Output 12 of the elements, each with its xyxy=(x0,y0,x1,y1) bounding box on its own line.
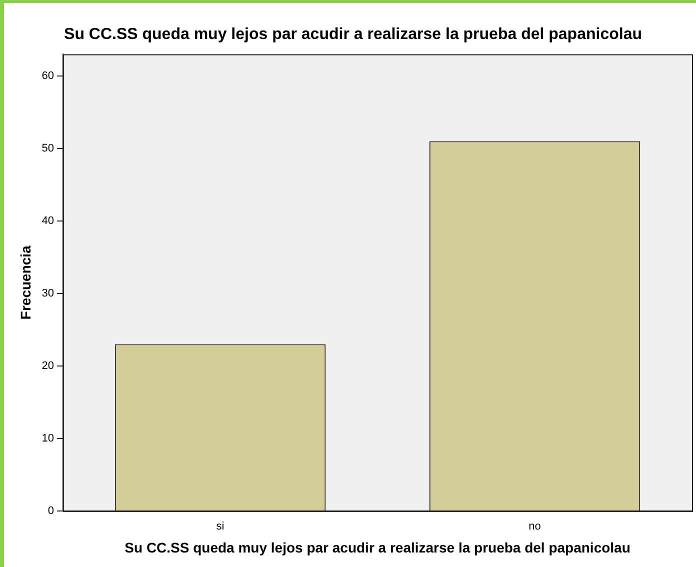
y-tick-label: 50 xyxy=(42,142,54,154)
x-tick-label: no xyxy=(528,520,541,533)
x-tick-label: si xyxy=(216,520,224,533)
y-tick-label: 30 xyxy=(42,288,54,300)
y-tick-label: 0 xyxy=(48,505,54,518)
y-tick-label: 10 xyxy=(42,432,54,445)
y-tick-label: 40 xyxy=(42,215,54,227)
x-axis-title: Su CC.SS queda muy lejos par acudir a realizarse la prueba del papanicolau xyxy=(124,539,630,556)
chart-title: Su CC.SS queda muy lejos par acudir a realizarse la prueba del papanicolau xyxy=(64,26,642,44)
y-tick-label: 20 xyxy=(42,360,54,372)
y-axis-title: Frecuencia xyxy=(17,245,34,320)
y-tick-label: 60 xyxy=(42,70,54,82)
